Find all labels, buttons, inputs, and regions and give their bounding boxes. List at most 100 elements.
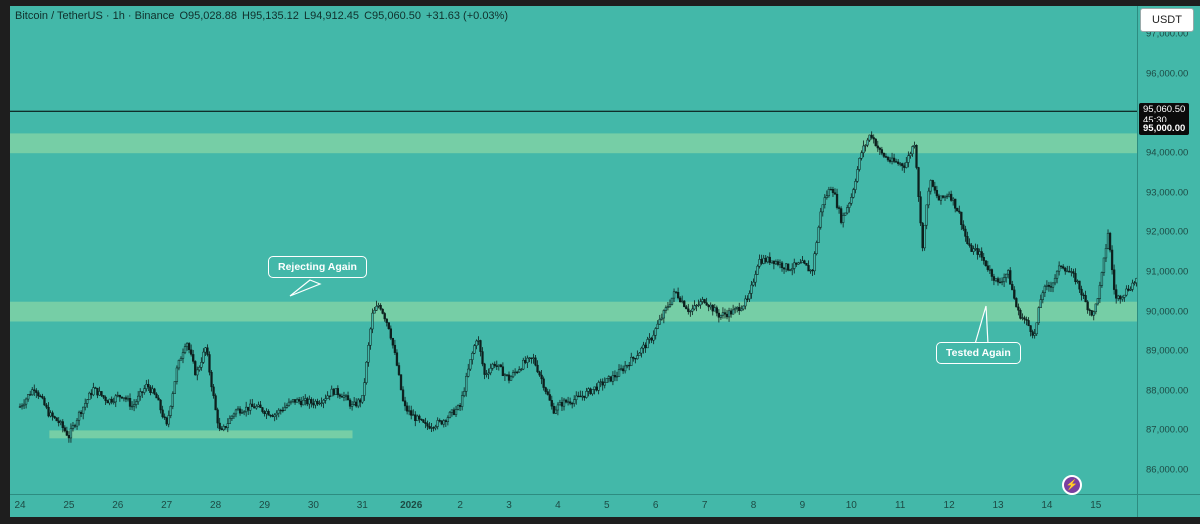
candle-body: [721, 312, 725, 316]
candle-body: [245, 406, 248, 412]
candle-body: [729, 310, 733, 315]
candle-body: [328, 395, 331, 397]
candle-body: [416, 415, 419, 421]
candle-body: [340, 396, 344, 398]
candle-body: [750, 284, 753, 294]
candle-body: [717, 312, 721, 318]
candle-body: [646, 339, 649, 349]
candle-body: [713, 307, 716, 312]
time-tick-label: 27: [161, 500, 173, 511]
candle-body: [623, 365, 627, 372]
candle-body: [672, 291, 676, 299]
candle-body: [617, 369, 621, 377]
candle-body: [1096, 298, 1099, 305]
candle-body: [756, 265, 759, 275]
candle-body: [336, 388, 340, 395]
candle-body: [434, 426, 437, 429]
candle-body: [238, 408, 242, 414]
candle-body: [1088, 309, 1091, 311]
candle-body: [528, 357, 531, 359]
candle-body: [709, 304, 712, 308]
annotation-rejecting-again[interactable]: Rejecting Again: [268, 256, 367, 278]
candle-body: [882, 152, 886, 157]
candle-body: [1035, 322, 1038, 335]
candle-body: [84, 403, 87, 408]
currency-button[interactable]: USDT: [1140, 8, 1194, 32]
candle-body: [230, 415, 234, 419]
candle-body: [344, 395, 348, 397]
candle-body: [683, 300, 686, 307]
candle-body: [693, 305, 696, 310]
candle-body: [369, 328, 372, 346]
candle-body: [267, 410, 270, 416]
candle-body: [748, 293, 751, 300]
candle-body: [232, 413, 236, 417]
candle-body: [330, 388, 333, 397]
candle-body: [780, 262, 784, 268]
candle-body: [1112, 269, 1116, 290]
price-axis[interactable]: 97,000.00 96,000.00 95,000.00 94,000.00 93,0…: [1137, 6, 1200, 494]
candle-body: [79, 411, 83, 415]
price-chart[interactable]: [10, 6, 1137, 494]
candle-body: [1090, 310, 1093, 316]
candle-body: [685, 306, 688, 310]
candle-body: [275, 412, 278, 416]
candle-body: [888, 159, 892, 162]
candle-body: [554, 409, 558, 414]
candle-body: [143, 388, 146, 393]
candle-body: [442, 420, 445, 425]
candle-body: [251, 403, 254, 407]
time-axis[interactable]: [10, 494, 1137, 517]
time-tick-label: 7: [701, 500, 708, 511]
candle-body: [367, 345, 370, 363]
candle-body: [289, 400, 293, 403]
candle-body: [302, 399, 305, 406]
candle-body: [1007, 270, 1010, 275]
candle-body: [752, 281, 755, 286]
candle-body: [764, 257, 767, 263]
lightning-icon[interactable]: ⚡: [1062, 475, 1082, 495]
candle-body: [943, 195, 947, 198]
time-tick-label: 26: [112, 500, 124, 511]
candle-body: [825, 195, 829, 198]
candle-body: [864, 144, 867, 147]
candle-body: [22, 403, 26, 406]
candle-body: [1086, 301, 1089, 311]
candle-body: [77, 411, 81, 421]
candle-body: [359, 399, 362, 403]
candle-body: [1049, 286, 1053, 288]
candle-body: [972, 248, 975, 252]
candle-body: [837, 207, 841, 209]
candle-body: [964, 228, 967, 237]
candle-body: [118, 394, 121, 398]
candle-body: [913, 144, 916, 147]
candle-body: [719, 314, 723, 318]
candle-body: [465, 376, 468, 392]
candle-body: [263, 411, 266, 415]
plot-area[interactable]: [10, 6, 1137, 494]
candle-body: [279, 409, 282, 412]
candle-body: [242, 411, 246, 413]
candle-body: [190, 349, 193, 355]
candle-body: [945, 195, 949, 198]
candle-body: [326, 395, 329, 399]
candle-body: [1070, 271, 1073, 273]
candle-body: [766, 256, 769, 263]
candle-body: [112, 401, 115, 403]
candle-body: [711, 304, 714, 312]
candle-body: [57, 420, 60, 424]
candle-body: [155, 393, 158, 399]
candle-body: [422, 419, 425, 423]
annotation-tested-again[interactable]: Tested Again: [936, 342, 1021, 364]
candle-body: [894, 161, 898, 163]
candle-body: [196, 369, 199, 376]
candle-body: [664, 307, 668, 311]
candle-body: [939, 195, 943, 201]
price-tick-label: 97,000.00: [1146, 28, 1189, 40]
candle-body: [226, 423, 229, 428]
candle-body: [151, 388, 154, 393]
level-price-tag: 95,000.00: [1139, 121, 1190, 135]
candle-body: [585, 391, 588, 398]
candle-body: [90, 392, 93, 396]
